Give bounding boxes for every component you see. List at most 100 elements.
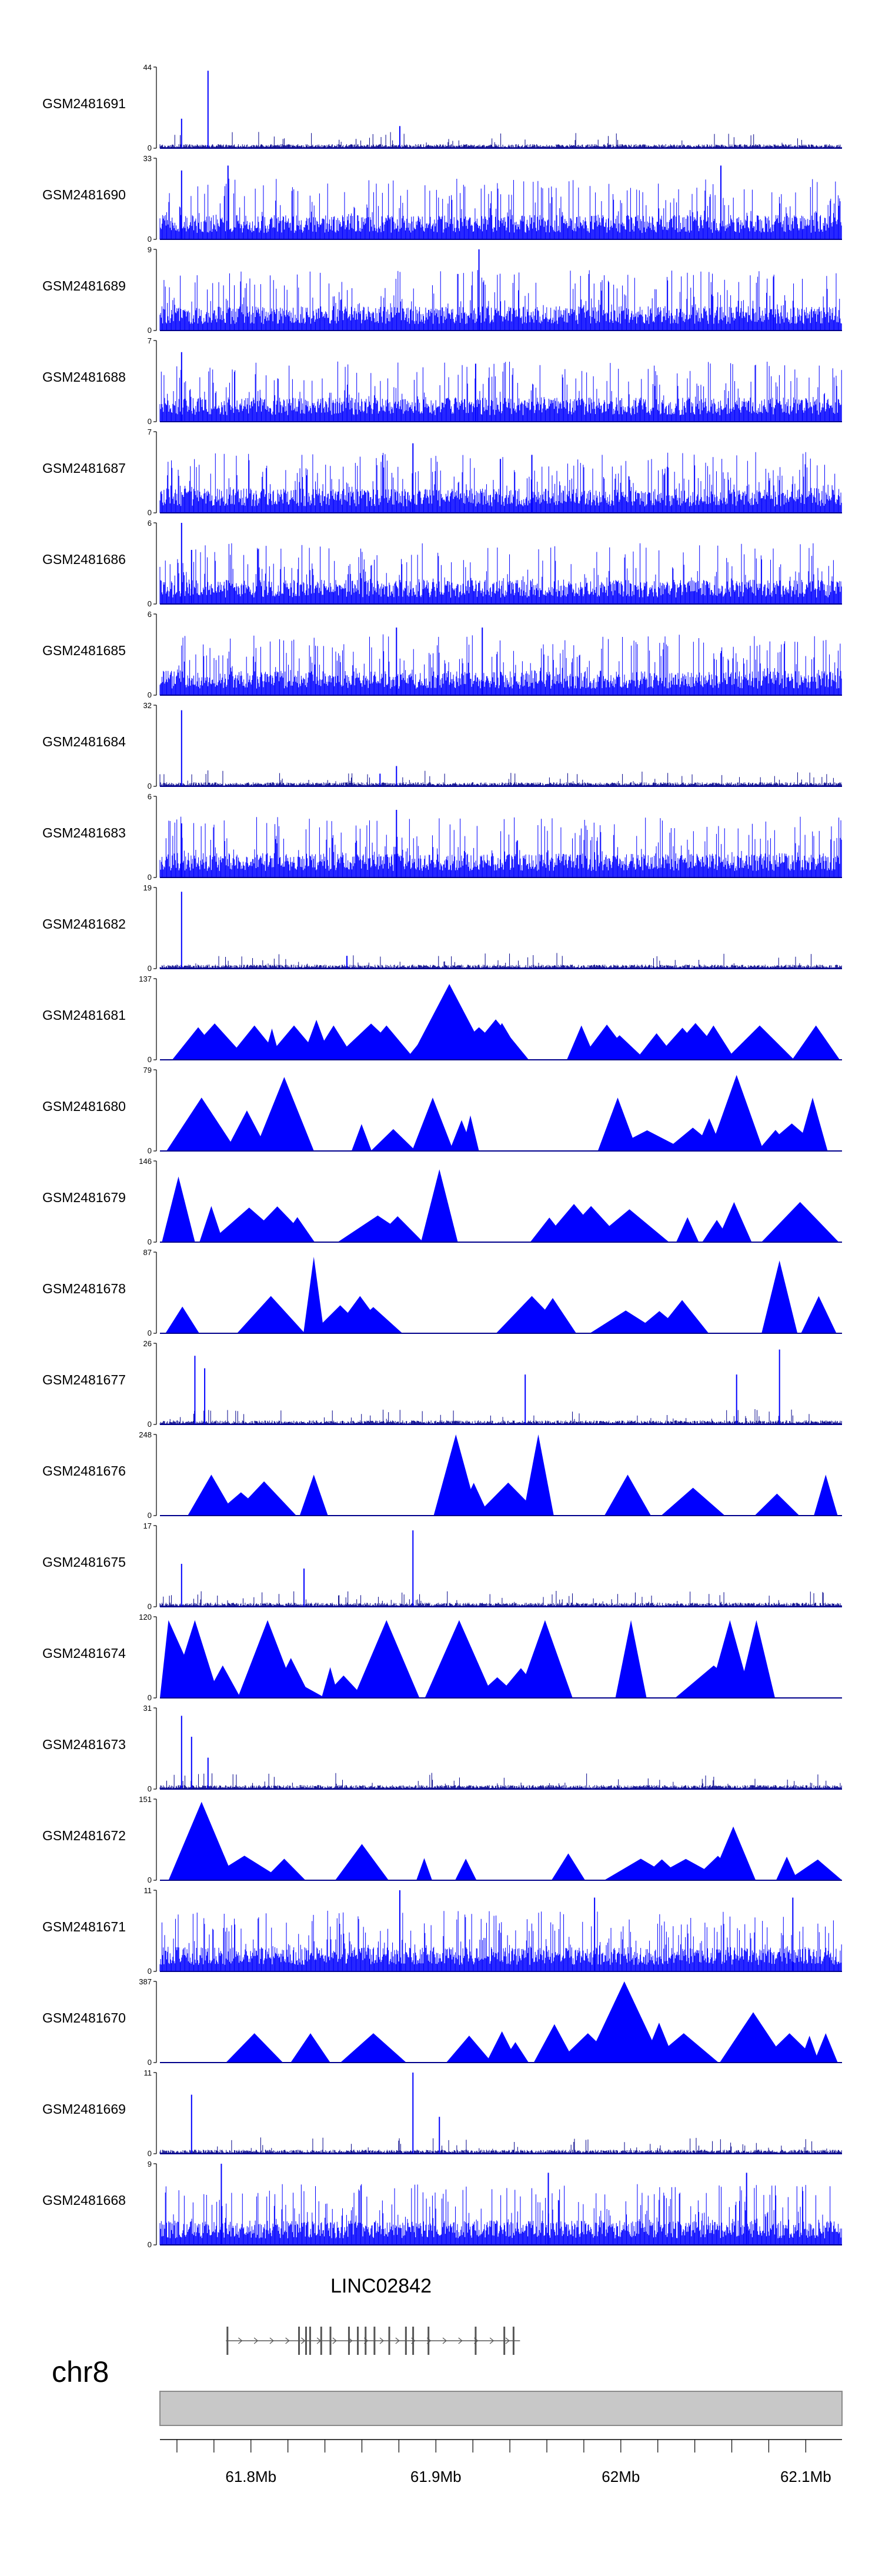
signal-peak xyxy=(661,1487,725,1516)
track-GSM2481669: GSM2481669 11 0 xyxy=(42,2068,842,2158)
gene-exon xyxy=(329,2327,332,2355)
track-label: GSM2481668 xyxy=(42,2193,126,2208)
track-label: GSM2481690 xyxy=(42,187,126,202)
gene-exon xyxy=(412,2327,415,2355)
signal-peak xyxy=(663,1023,728,1060)
signal-peak xyxy=(237,1296,305,1333)
y-tick-label-max: 248 xyxy=(139,1430,152,1439)
y-tick-label-max: 44 xyxy=(143,63,152,72)
track-GSM2481668: GSM2481668 9 0 xyxy=(42,2160,842,2249)
signal-bars xyxy=(159,2184,842,2245)
signal-peak xyxy=(523,1434,554,1516)
track-GSM2481680: GSM2481680 79 0 xyxy=(42,1066,842,1155)
signal-peak xyxy=(757,1130,794,1151)
signal-peak xyxy=(517,1620,573,1698)
track-GSM2481678: GSM2481678 87 0 xyxy=(42,1248,842,1337)
gene-exon xyxy=(405,2327,407,2355)
signal-peak xyxy=(225,1110,268,1151)
track-label: GSM2481687 xyxy=(42,461,126,476)
signal-bars xyxy=(159,1409,842,1424)
signal-peak xyxy=(199,1206,223,1242)
track-label: GSM2481670 xyxy=(42,2010,126,2026)
signal-peak xyxy=(580,1025,634,1060)
signal-peak xyxy=(476,1482,541,1516)
y-tick-label-zero: 0 xyxy=(148,2058,152,2067)
y-tick-label-max: 137 xyxy=(139,975,152,983)
track-label: GSM2481675 xyxy=(42,1554,126,1570)
track-label: GSM2481672 xyxy=(42,1828,126,1843)
track-GSM2481686: GSM2481686 6 0 xyxy=(42,519,842,608)
signal-peak xyxy=(340,2033,406,2063)
signal-peak xyxy=(676,1217,699,1242)
signal-peak xyxy=(643,2023,676,2063)
y-tick-label-zero: 0 xyxy=(148,1602,152,1611)
signal-peak xyxy=(639,1859,685,1880)
y-tick-label-max: 151 xyxy=(139,1795,152,1804)
signal-peak xyxy=(801,1296,837,1333)
track-GSM2481674: GSM2481674 120 0 xyxy=(42,1613,842,1702)
track-label: GSM2481685 xyxy=(42,643,126,658)
gene-exon xyxy=(365,2327,367,2355)
y-tick-label-zero: 0 xyxy=(148,690,152,699)
track-GSM2481672: GSM2481672 151 0 xyxy=(42,1795,842,1884)
y-tick-label-max: 87 xyxy=(143,1248,152,1257)
signal-peak xyxy=(165,1306,199,1333)
y-tick-label-max: 19 xyxy=(143,883,152,892)
signal-peak xyxy=(720,2012,787,2063)
signal-peak xyxy=(321,1667,339,1698)
track-label: GSM2481679 xyxy=(42,1190,126,1205)
strand-arrow-icon xyxy=(458,2337,463,2344)
signal-peak xyxy=(335,1844,389,1880)
y-tick-label-zero: 0 xyxy=(148,599,152,608)
y-tick-label-zero: 0 xyxy=(148,235,152,243)
y-tick-label-zero: 0 xyxy=(148,1237,152,1246)
signal-bars xyxy=(159,634,842,695)
gene-exon xyxy=(373,2327,376,2355)
signal-peak xyxy=(761,1260,798,1333)
chromosome-label: chr8 xyxy=(52,2355,109,2388)
strand-arrow-icon xyxy=(442,2337,447,2344)
signal-peak xyxy=(303,1256,325,1333)
signal-peak xyxy=(607,1130,687,1151)
signal-peak xyxy=(338,1215,418,1242)
y-tick-label-max: 11 xyxy=(144,1886,152,1895)
signal-peak xyxy=(290,2033,330,2063)
signal-bars xyxy=(159,1773,842,1789)
signal-peak xyxy=(455,1858,477,1880)
y-tick-label-max: 6 xyxy=(148,610,152,619)
track-label: GSM2481684 xyxy=(42,734,126,749)
y-tick-label-zero: 0 xyxy=(148,1055,152,1064)
y-tick-label-zero: 0 xyxy=(148,1329,152,1337)
gene-exon xyxy=(357,2327,359,2355)
gene-exon xyxy=(503,2327,506,2355)
chromosome-ideogram: chr8 xyxy=(52,2355,843,2426)
signal-bars xyxy=(159,816,842,877)
signal-peak xyxy=(205,1665,241,1698)
signal-peak xyxy=(170,1620,220,1698)
signal-peak xyxy=(737,1620,775,1698)
track-GSM2481676: GSM2481676 248 0 xyxy=(42,1430,842,1520)
y-tick-label-max: 33 xyxy=(143,154,152,163)
gene-exon xyxy=(512,2327,514,2355)
signal-peak xyxy=(204,1841,222,1880)
y-tick-label-max: 11 xyxy=(144,2068,152,2077)
track-GSM2481679: GSM2481679 146 0 xyxy=(42,1157,842,1246)
y-tick-label-max: 9 xyxy=(148,2160,152,2168)
signal-peak xyxy=(542,1204,607,1242)
track-label: GSM2481677 xyxy=(42,1372,126,1387)
track-GSM2481687: GSM2481687 7 0 xyxy=(42,428,842,517)
y-tick-label-zero: 0 xyxy=(148,1146,152,1155)
strand-arrow-icon xyxy=(301,2337,306,2344)
track-label: GSM2481691 xyxy=(42,96,126,111)
signal-peak xyxy=(254,1077,314,1151)
y-tick-label-zero: 0 xyxy=(148,873,152,882)
signal-bars xyxy=(159,2137,842,2154)
signal-peak xyxy=(632,1311,686,1333)
x-tick-label: 62.1Mb xyxy=(780,2468,831,2485)
signal-peak xyxy=(166,1097,237,1151)
signal-bars xyxy=(159,132,842,148)
signal-peak xyxy=(243,1206,312,1242)
signal-peak xyxy=(551,1853,586,1880)
signal-peak xyxy=(702,1126,740,1151)
